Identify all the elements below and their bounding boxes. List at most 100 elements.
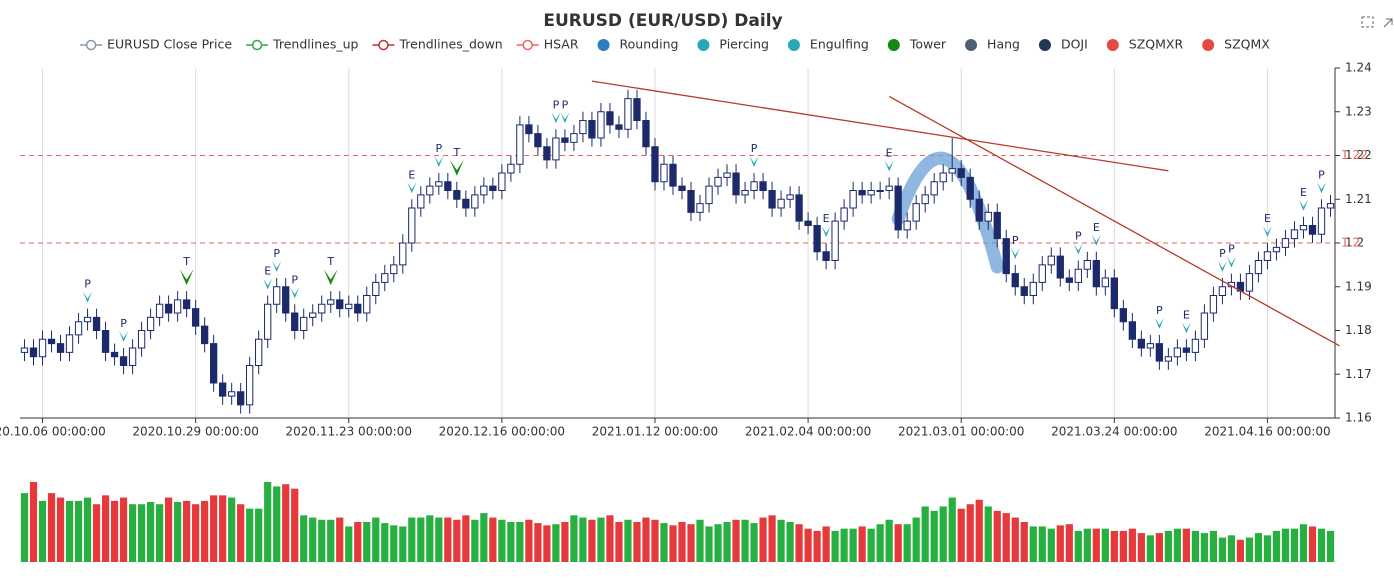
signal-label: E — [1300, 186, 1307, 199]
volume-bar — [1263, 535, 1272, 562]
signal-label: P — [1219, 247, 1226, 260]
volume-bar — [858, 526, 866, 562]
candle-body — [939, 172, 947, 183]
legend-symbol — [1038, 39, 1051, 51]
volume-bar — [201, 500, 209, 562]
volume-bar — [867, 528, 875, 562]
candle-body — [264, 303, 272, 340]
candle-body — [624, 98, 632, 130]
volume-bar — [1290, 528, 1299, 562]
volume-bar — [1065, 524, 1073, 562]
volume-bar — [47, 493, 56, 562]
candle-body — [390, 264, 398, 275]
legend-item[interactable]: Piercing — [697, 37, 769, 52]
x-tick-label: 2020.10.29 00:00:00 — [132, 425, 258, 439]
legend-symbol — [697, 39, 710, 51]
candle-body — [804, 220, 812, 226]
legend-item[interactable]: Hang — [965, 37, 1020, 52]
volume-bar — [381, 523, 389, 562]
candle-body — [83, 316, 92, 323]
legend-label: DOJI — [1061, 37, 1088, 52]
signal-marker — [884, 160, 894, 172]
volume-bar — [1128, 528, 1136, 562]
legend-item[interactable]: Engulfing — [787, 37, 869, 52]
candle-body — [1263, 251, 1272, 261]
legend-label: Trendlines_up — [272, 37, 358, 52]
candle-body — [921, 194, 929, 205]
candle-body — [894, 185, 902, 231]
volume-bar — [669, 525, 677, 562]
signal-marker — [1091, 234, 1101, 246]
volume-bar — [768, 515, 776, 562]
candle-body — [327, 299, 335, 305]
legend-item[interactable]: EURUSD Close Price — [80, 37, 232, 52]
volume-bar — [345, 526, 353, 562]
signal-label: P — [553, 98, 560, 111]
volume-bar — [1227, 535, 1236, 562]
candle-body — [507, 163, 515, 174]
candle-body — [408, 207, 416, 244]
candle-body — [1146, 343, 1155, 349]
volume-bar — [975, 499, 983, 562]
legend-item[interactable]: SZQMX — [1202, 37, 1270, 52]
candle-body — [462, 198, 470, 209]
volume-bar — [408, 517, 416, 562]
signal-marker — [1226, 256, 1236, 268]
volume-bar — [714, 524, 722, 562]
candle-body — [1047, 255, 1055, 266]
candle-body — [642, 120, 650, 148]
volume-bar — [498, 519, 506, 562]
legend-item[interactable]: SZQMXR — [1106, 37, 1184, 52]
candle-body — [1083, 260, 1091, 270]
volume-bar — [615, 522, 623, 562]
legend-item[interactable]: Trendlines_down — [372, 37, 503, 52]
y-tick-label: 1.24 — [1345, 61, 1372, 75]
candle-body — [38, 338, 47, 358]
volume-bar — [318, 519, 326, 562]
volume-bar — [921, 506, 929, 562]
volume-bar — [1254, 533, 1263, 562]
volume-bar — [903, 524, 911, 562]
candle-body — [1110, 277, 1118, 310]
candle-body — [29, 347, 38, 358]
legend-symbol — [1106, 39, 1119, 51]
volume-bar — [246, 508, 254, 562]
volume-bar — [696, 519, 704, 562]
volume-bar — [255, 508, 263, 562]
legend-item[interactable]: Rounding — [597, 37, 679, 52]
candle-body — [173, 299, 182, 314]
restore-icon[interactable] — [1383, 18, 1393, 28]
legend-symbol — [251, 39, 263, 51]
legend-symbol — [787, 39, 800, 51]
signal-label: E — [823, 212, 830, 225]
legend-item[interactable]: HSAR — [516, 37, 579, 52]
volume-bar — [660, 523, 668, 562]
legend-item[interactable]: Tower — [887, 37, 947, 52]
volume-bar — [119, 497, 128, 562]
candle-body — [750, 181, 758, 191]
candle-body — [993, 211, 1001, 240]
candle-body — [543, 146, 551, 161]
volume-bar — [705, 526, 713, 562]
signal-marker — [119, 331, 129, 342]
volume-bar — [156, 504, 164, 562]
candle-body — [786, 194, 794, 200]
legend-symbol — [1202, 39, 1215, 51]
candle-body — [534, 133, 542, 148]
candle-body — [56, 343, 65, 353]
legend-item[interactable]: DOJI — [1038, 37, 1088, 52]
volume-bar — [1218, 537, 1227, 562]
legend-label: Rounding — [620, 37, 679, 52]
candle-body — [200, 325, 209, 345]
candle-body — [867, 190, 875, 196]
volume-bar — [561, 522, 569, 562]
volume-bar — [444, 517, 452, 562]
signal-marker — [1262, 226, 1272, 237]
signal-marker — [323, 269, 338, 286]
toolbox[interactable] — [1361, 16, 1393, 28]
legend-item[interactable]: Trendlines_up — [246, 37, 359, 52]
volume-bar — [1137, 533, 1145, 562]
volume-bar — [948, 497, 956, 562]
zoom-icon[interactable] — [1361, 16, 1374, 28]
